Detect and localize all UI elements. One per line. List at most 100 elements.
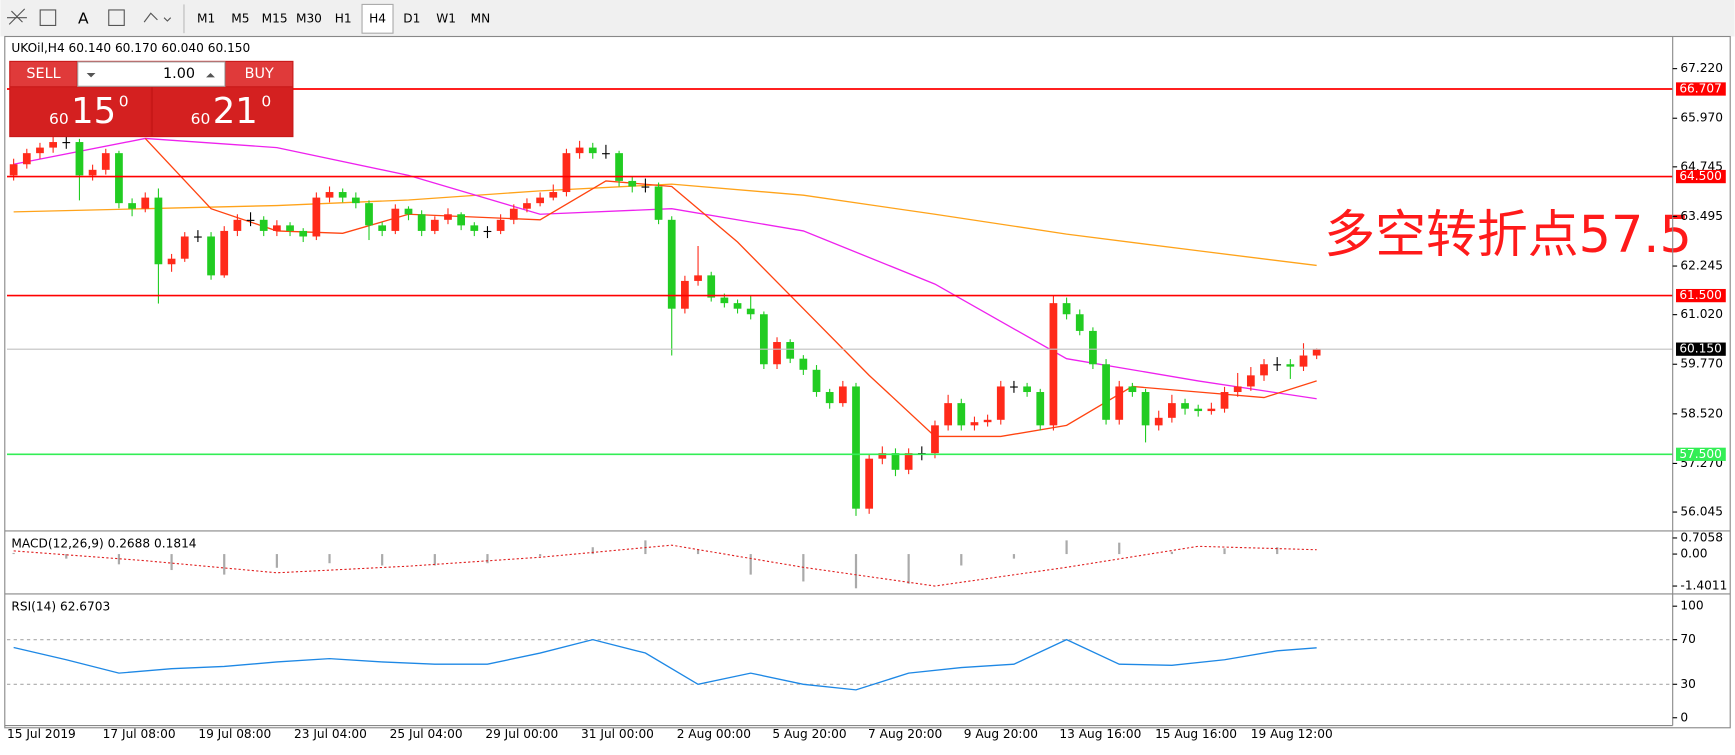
candle-body [1154,417,1163,426]
x-tick-label: 15 Aug 16:00 [1155,727,1237,741]
candle-body [1246,375,1255,387]
buy-button[interactable] [225,61,293,87]
y-tick-label: 0.00 [1680,547,1707,561]
timeframe-button[interactable]: W1 [436,11,456,25]
candle-body [759,314,768,365]
candle-body [1141,392,1150,426]
candle-body [944,403,953,426]
candle-body [351,197,360,204]
candle-body [720,297,729,304]
candle-body [273,225,281,231]
candle-body [628,180,637,187]
candle-body [1062,303,1071,315]
price-level-label: 57.500 [1679,447,1722,461]
timeframe-button[interactable]: M1 [197,11,215,25]
candle-body [733,303,742,309]
candle-body [1220,392,1229,409]
price-level-label: 64.500 [1679,169,1722,183]
candle-body [1036,392,1045,426]
current-price-label: 60.150 [1679,342,1722,356]
candle-body [1010,386,1018,388]
macd-title: MACD(12,26,9) 0.2688 0.1814 [11,537,196,551]
x-tick-label: 5 Aug 20:00 [772,727,846,741]
timeframe-button[interactable]: M30 [296,11,322,25]
candle-body [1194,408,1203,412]
x-tick-label: 7 Aug 20:00 [868,727,942,741]
candle-body [1168,403,1176,418]
candle-body [786,342,795,359]
candle-body [931,425,939,454]
candle-body [1299,355,1308,367]
tool-icon [143,12,172,23]
tool-icon-font[interactable]: A [78,9,89,27]
sell-price-sup: 0 [119,92,129,110]
candle-body [325,192,334,198]
candle-body [773,342,781,365]
candle-body [88,169,97,176]
sell-price-box[interactable] [10,87,151,137]
candle-body [444,214,452,220]
candle-body [378,225,387,231]
candle-body [615,153,623,181]
price-level-tag [1676,288,1726,303]
moving-average [13,137,1317,400]
candle-body [1023,386,1031,393]
candle-body [694,275,702,281]
toolbar [0,0,1735,37]
price-level-tag [1676,169,1726,184]
timeframe-button[interactable]: M15 [262,11,288,25]
candle-body [799,358,808,370]
timeframe-button[interactable]: M5 [231,11,249,25]
candle-body [641,186,650,188]
rsi-title: RSI(14) 62.6703 [11,600,110,614]
candle-body [496,219,505,231]
buy-label[interactable]: BUY [245,66,274,82]
candle-body [707,275,716,298]
lot-value[interactable]: 1.00 [163,66,195,82]
candle-body [957,403,966,426]
buy-price-sup: 0 [261,92,271,110]
timeframe-button[interactable]: H1 [335,11,352,25]
candle-body [457,214,466,226]
candle-body [1312,349,1321,356]
candle-body [220,230,229,276]
x-tick-label: 19 Aug 12:00 [1251,727,1333,741]
sell-label[interactable]: SELL [26,66,60,82]
candle-body [128,203,136,209]
macd-signal [13,544,1317,587]
candle-body [75,142,84,176]
lot-box[interactable] [77,61,226,87]
trade-panel: SELL BUY 1.00 60 15 0 60 21 0 [9,60,294,138]
y-tick-label: 59.770 [1680,357,1723,371]
candle-body [852,386,860,509]
candle-body [286,225,294,231]
candle-body [1286,364,1295,367]
candle-body [141,197,150,209]
candle-body [1181,403,1189,409]
candle-body [996,386,1005,420]
candle-body [812,369,821,393]
candle-body [865,458,874,509]
candle-body [49,142,57,148]
x-tick-label: 25 Jul 04:00 [390,727,463,741]
candle-body [654,186,663,220]
tool-icon [7,8,27,25]
sell-button[interactable] [10,61,77,87]
timeframe-button[interactable]: D1 [403,11,420,25]
candle-body [904,453,913,470]
buy-price-box[interactable] [152,87,293,137]
candle-body [62,142,71,144]
candle-body [523,203,531,209]
buy-price-big: 21 [213,91,258,132]
rsi-line [13,638,1317,691]
price-level-label: 66.707 [1679,81,1722,95]
active-timeframe [361,3,394,34]
chart-title: UKOil,H4 60.140 60.170 60.040 60.150 [11,41,250,55]
moving-average [144,138,1317,438]
timeframe-button[interactable]: H4 [369,11,386,25]
candle-body [233,219,242,231]
price-level-tag [1676,447,1726,461]
timeframe-button[interactable]: MN [471,11,491,25]
candle-body [167,258,176,265]
candle-body [299,230,308,237]
